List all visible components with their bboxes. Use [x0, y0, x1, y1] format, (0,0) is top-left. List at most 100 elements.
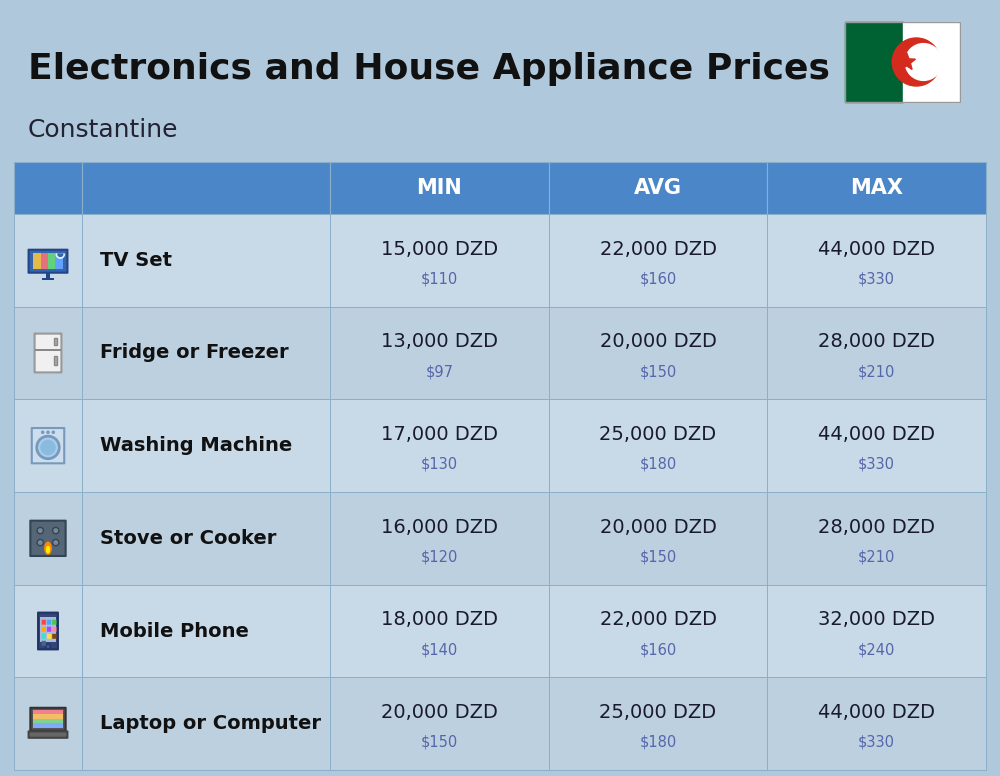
Bar: [330, 492, 549, 584]
Text: 25,000 DZD: 25,000 DZD: [599, 703, 717, 722]
Text: 32,000 DZD: 32,000 DZD: [818, 611, 935, 629]
Ellipse shape: [46, 546, 50, 553]
Bar: [330, 162, 549, 214]
Bar: [549, 307, 767, 400]
FancyBboxPatch shape: [29, 732, 67, 738]
Bar: [330, 214, 549, 307]
Text: 16,000 DZD: 16,000 DZD: [381, 518, 498, 537]
Text: Washing Machine: Washing Machine: [100, 436, 292, 456]
Bar: [55, 253, 63, 269]
Text: TV Set: TV Set: [100, 251, 172, 270]
Bar: [35, 349, 61, 351]
Text: $240: $240: [858, 642, 895, 657]
Wedge shape: [892, 38, 940, 86]
Ellipse shape: [44, 542, 52, 555]
Bar: [14, 214, 82, 307]
Text: MIN: MIN: [416, 178, 462, 198]
Bar: [767, 214, 986, 307]
Bar: [33, 715, 63, 719]
Bar: [14, 400, 82, 492]
Text: Laptop or Computer: Laptop or Computer: [100, 714, 321, 733]
FancyBboxPatch shape: [47, 627, 51, 632]
Text: $140: $140: [421, 642, 458, 657]
Circle shape: [40, 440, 56, 456]
Text: 25,000 DZD: 25,000 DZD: [599, 425, 717, 444]
Text: Fridge or Freezer: Fridge or Freezer: [100, 344, 289, 362]
Bar: [845, 22, 902, 102]
Bar: [767, 307, 986, 400]
Bar: [549, 492, 767, 584]
Bar: [330, 307, 549, 400]
FancyBboxPatch shape: [52, 620, 56, 625]
FancyBboxPatch shape: [42, 620, 46, 625]
Bar: [14, 492, 82, 584]
FancyBboxPatch shape: [52, 627, 56, 632]
Text: Electronics and House Appliance Prices: Electronics and House Appliance Prices: [28, 52, 830, 86]
Bar: [82, 677, 330, 770]
Polygon shape: [898, 53, 915, 69]
Bar: [33, 253, 41, 269]
Bar: [14, 584, 82, 677]
Bar: [845, 22, 960, 102]
Text: 18,000 DZD: 18,000 DZD: [381, 611, 498, 629]
Bar: [14, 162, 82, 214]
Bar: [549, 214, 767, 307]
Bar: [33, 710, 63, 715]
Text: 28,000 DZD: 28,000 DZD: [818, 332, 935, 352]
Bar: [549, 162, 767, 214]
Text: $130: $130: [421, 457, 458, 472]
Text: $330: $330: [858, 272, 895, 286]
Bar: [46, 272, 50, 278]
Text: AVG: AVG: [634, 178, 682, 198]
Text: $180: $180: [639, 735, 677, 750]
FancyBboxPatch shape: [30, 521, 66, 556]
Bar: [14, 677, 82, 770]
Circle shape: [46, 431, 50, 434]
Bar: [82, 162, 330, 214]
Text: 17,000 DZD: 17,000 DZD: [381, 425, 498, 444]
Circle shape: [52, 431, 55, 434]
Circle shape: [37, 528, 43, 534]
Circle shape: [53, 528, 59, 534]
Text: $110: $110: [421, 272, 458, 286]
Text: 44,000 DZD: 44,000 DZD: [818, 425, 935, 444]
Text: 44,000 DZD: 44,000 DZD: [818, 240, 935, 258]
Bar: [549, 400, 767, 492]
Text: 20,000 DZD: 20,000 DZD: [600, 518, 716, 537]
Bar: [767, 677, 986, 770]
Bar: [14, 307, 82, 400]
Bar: [902, 22, 960, 102]
Text: $160: $160: [639, 642, 677, 657]
Bar: [33, 253, 63, 269]
Text: 20,000 DZD: 20,000 DZD: [600, 332, 716, 352]
Circle shape: [53, 539, 59, 546]
FancyBboxPatch shape: [38, 612, 58, 650]
Bar: [82, 584, 330, 677]
FancyBboxPatch shape: [35, 334, 61, 372]
Bar: [82, 492, 330, 584]
Bar: [82, 214, 330, 307]
Text: 15,000 DZD: 15,000 DZD: [381, 240, 498, 258]
Bar: [767, 584, 986, 677]
Text: 20,000 DZD: 20,000 DZD: [381, 703, 498, 722]
Bar: [549, 584, 767, 677]
Text: $150: $150: [639, 549, 677, 564]
Text: 22,000 DZD: 22,000 DZD: [600, 240, 716, 258]
Text: $210: $210: [858, 549, 895, 564]
Text: 44,000 DZD: 44,000 DZD: [818, 703, 935, 722]
Text: 28,000 DZD: 28,000 DZD: [818, 518, 935, 537]
Text: $97: $97: [425, 364, 453, 379]
FancyBboxPatch shape: [47, 620, 51, 625]
FancyBboxPatch shape: [42, 634, 46, 639]
FancyBboxPatch shape: [42, 641, 46, 646]
Bar: [330, 677, 549, 770]
Bar: [767, 162, 986, 214]
Bar: [54, 338, 57, 345]
FancyBboxPatch shape: [29, 250, 67, 272]
Bar: [767, 400, 986, 492]
Text: $210: $210: [858, 364, 895, 379]
Bar: [33, 723, 63, 728]
Text: $180: $180: [639, 457, 677, 472]
Bar: [82, 307, 330, 400]
Bar: [767, 492, 986, 584]
